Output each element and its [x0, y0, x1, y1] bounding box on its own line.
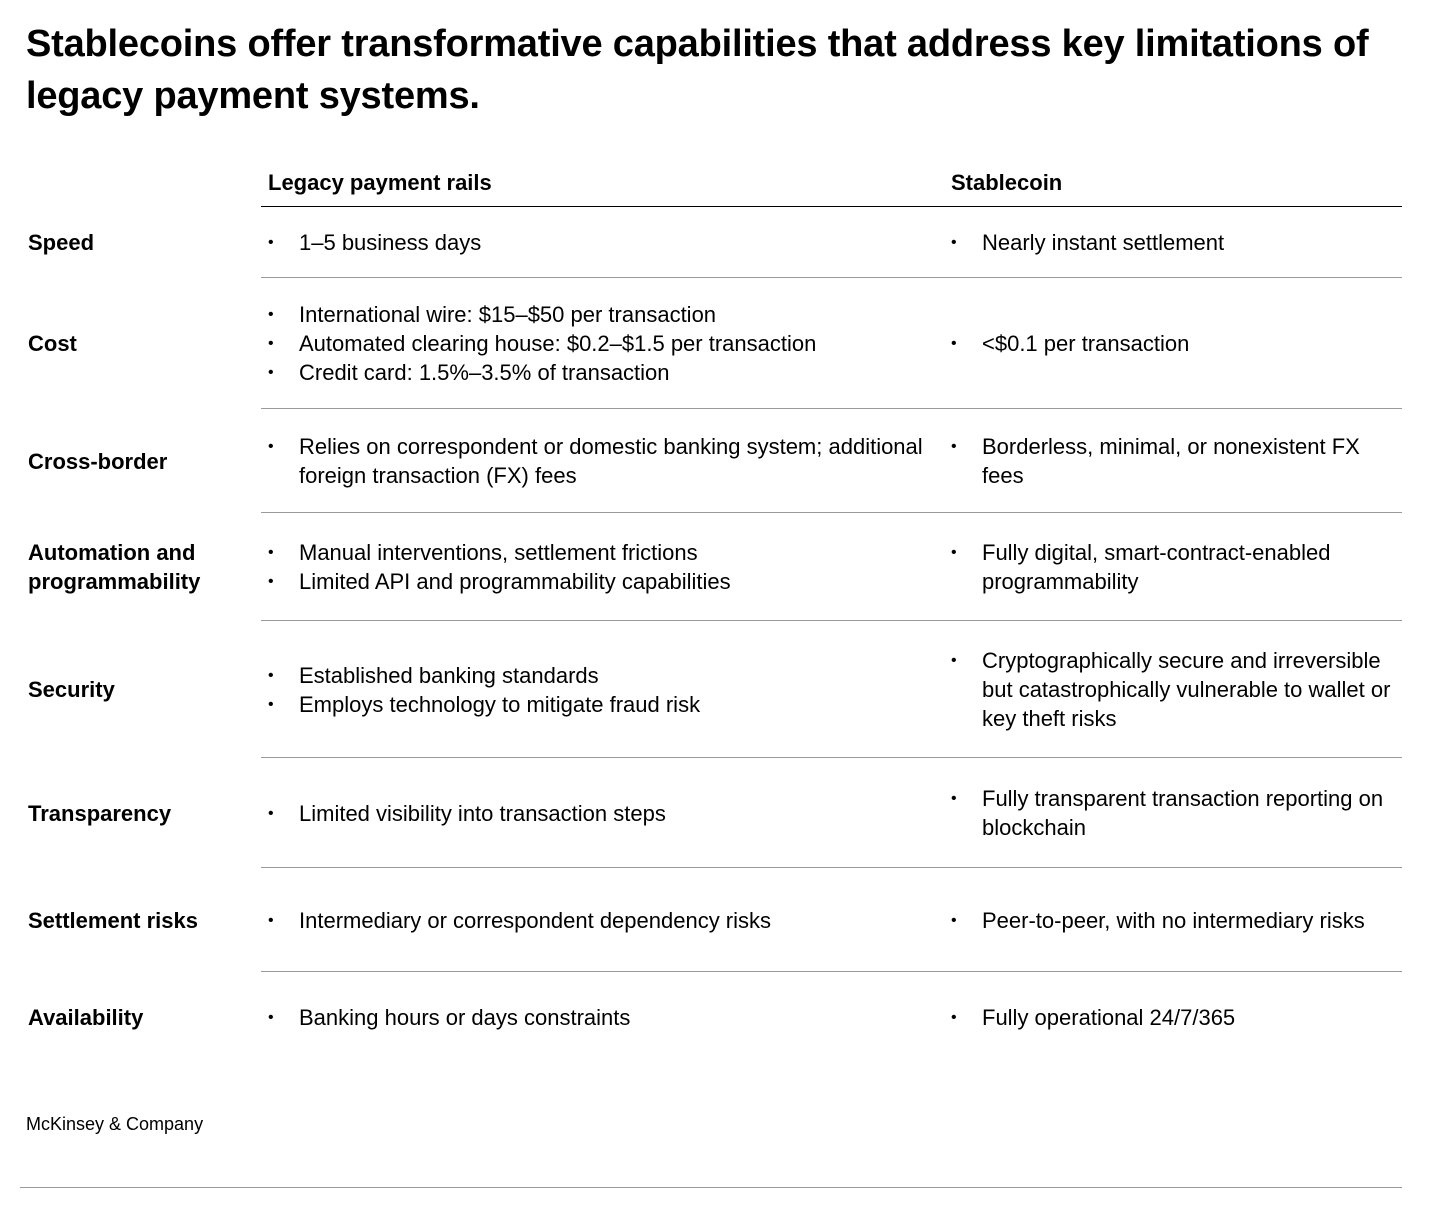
stablecoin-cell: Fully digital, smart-contract-enabled pr… [951, 538, 1401, 596]
row-divider [261, 971, 1402, 972]
bullet-item: <$0.1 per transaction [951, 329, 1401, 358]
bullet-item: Borderless, minimal, or nonexistent FX f… [951, 432, 1401, 490]
row-divider [261, 408, 1402, 409]
row-label: Availability [28, 1005, 144, 1030]
bullet-item: Employs technology to mitigate fraud ris… [268, 690, 928, 719]
bullet-item: Established banking standards [268, 661, 928, 690]
row-label: Speed [28, 230, 95, 255]
legacy-cell: 1–5 business days [268, 228, 928, 257]
table-row: Automation and programmability Manual int… [0, 513, 1456, 621]
bullet-item: Limited API and programmability capabili… [268, 567, 928, 596]
table-row: Cost International wire: $15–$50 per tran… [0, 278, 1456, 409]
bullet-item: Limited visibility into transaction step… [268, 799, 928, 828]
bullet-item: Fully digital, smart-contract-enabled pr… [951, 538, 1401, 596]
stablecoin-cell: Fully operational 24/7/365 [951, 1003, 1401, 1032]
bullet-item: Manual interventions, settlement frictio… [268, 538, 928, 567]
header-divider [261, 206, 1402, 207]
bullet-item: Fully transparent transaction reporting … [951, 784, 1401, 842]
legacy-cell: Banking hours or days constraints [268, 1003, 928, 1032]
legacy-cell: Intermediary or correspondent dependency… [268, 906, 928, 935]
row-label: Automation and programmability [28, 540, 201, 594]
stablecoin-cell: Peer-to-peer, with no intermediary risks [951, 906, 1401, 935]
legacy-cell: Limited visibility into transaction step… [268, 799, 928, 828]
stablecoin-cell: Nearly instant settlement [951, 228, 1401, 257]
table-row: Security Established banking standardsEmp… [0, 621, 1456, 758]
row-label: Transparency [28, 801, 172, 826]
bottom-divider [20, 1187, 1402, 1188]
bullet-item: Credit card: 1.5%–3.5% of transaction [268, 358, 928, 387]
legacy-cell: International wire: $15–$50 per transact… [268, 300, 928, 387]
table-row: Settlement risks Intermediary or correspo… [0, 868, 1456, 972]
row-divider [261, 867, 1402, 868]
bullet-item: Fully operational 24/7/365 [951, 1003, 1401, 1032]
bullet-item: Banking hours or days constraints [268, 1003, 928, 1032]
column-header-legacy: Legacy payment rails [268, 170, 492, 195]
stablecoin-cell: Fully transparent transaction reporting … [951, 784, 1401, 842]
bullet-item: Cryptographically secure and irreversibl… [951, 646, 1401, 733]
page-title: Stablecoins offer transformative capabil… [26, 23, 1369, 117]
bullet-item: International wire: $15–$50 per transact… [268, 300, 928, 329]
legacy-cell: Manual interventions, settlement frictio… [268, 538, 928, 596]
table-row: Cross-border Relies on correspondent or d… [0, 409, 1456, 513]
row-label: Settlement risks [28, 908, 198, 933]
stablecoin-cell: Borderless, minimal, or nonexistent FX f… [951, 432, 1401, 490]
bullet-item: Relies on correspondent or domestic bank… [268, 432, 928, 490]
row-label: Cost [28, 331, 77, 356]
legacy-cell: Relies on correspondent or domestic bank… [268, 432, 928, 490]
row-divider [261, 620, 1402, 621]
row-divider [261, 512, 1402, 513]
bullet-item: Nearly instant settlement [951, 228, 1401, 257]
bullet-item: Intermediary or correspondent dependency… [268, 906, 928, 935]
table-row: Speed 1–5 business days Nearly instant set… [0, 207, 1456, 278]
table-row: Availability Banking hours or days constr… [0, 972, 1456, 1062]
stablecoin-cell: Cryptographically secure and irreversibl… [951, 646, 1401, 733]
bullet-item: Peer-to-peer, with no intermediary risks [951, 906, 1401, 935]
column-header-stablecoin: Stablecoin [951, 170, 1063, 195]
table-row: Transparency Limited visibility into tran… [0, 758, 1456, 868]
row-divider [261, 757, 1402, 758]
stablecoin-cell: <$0.1 per transaction [951, 329, 1401, 358]
bullet-item: 1–5 business days [268, 228, 928, 257]
bullet-item: Automated clearing house: $0.2–$1.5 per … [268, 329, 928, 358]
row-divider [261, 277, 1402, 278]
legacy-cell: Established banking standardsEmploys tec… [268, 661, 928, 719]
row-label: Cross-border [28, 449, 168, 474]
source-credit: McKinsey & Company [26, 1114, 204, 1134]
row-label: Security [28, 677, 115, 702]
